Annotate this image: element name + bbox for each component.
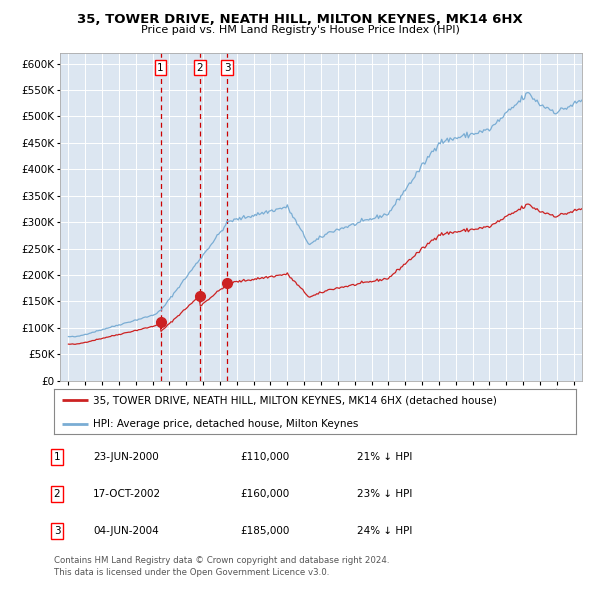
- Text: HPI: Average price, detached house, Milton Keynes: HPI: Average price, detached house, Milt…: [93, 419, 359, 429]
- Text: 1: 1: [157, 63, 164, 73]
- Text: 24% ↓ HPI: 24% ↓ HPI: [357, 526, 412, 536]
- Text: 21% ↓ HPI: 21% ↓ HPI: [357, 453, 412, 462]
- Text: £185,000: £185,000: [240, 526, 289, 536]
- Text: 1: 1: [53, 453, 61, 462]
- Text: 35, TOWER DRIVE, NEATH HILL, MILTON KEYNES, MK14 6HX (detached house): 35, TOWER DRIVE, NEATH HILL, MILTON KEYN…: [93, 395, 497, 405]
- Text: £160,000: £160,000: [240, 489, 289, 499]
- Text: 2: 2: [53, 489, 61, 499]
- Text: 2: 2: [196, 63, 203, 73]
- Text: 3: 3: [53, 526, 61, 536]
- Text: 04-JUN-2004: 04-JUN-2004: [93, 526, 159, 536]
- Text: 23-JUN-2000: 23-JUN-2000: [93, 453, 159, 462]
- Text: 35, TOWER DRIVE, NEATH HILL, MILTON KEYNES, MK14 6HX: 35, TOWER DRIVE, NEATH HILL, MILTON KEYN…: [77, 13, 523, 26]
- Text: Price paid vs. HM Land Registry's House Price Index (HPI): Price paid vs. HM Land Registry's House …: [140, 25, 460, 35]
- Text: 3: 3: [224, 63, 230, 73]
- Text: This data is licensed under the Open Government Licence v3.0.: This data is licensed under the Open Gov…: [54, 568, 329, 577]
- Text: £110,000: £110,000: [240, 453, 289, 462]
- Text: 17-OCT-2002: 17-OCT-2002: [93, 489, 161, 499]
- Text: 23% ↓ HPI: 23% ↓ HPI: [357, 489, 412, 499]
- Text: Contains HM Land Registry data © Crown copyright and database right 2024.: Contains HM Land Registry data © Crown c…: [54, 556, 389, 565]
